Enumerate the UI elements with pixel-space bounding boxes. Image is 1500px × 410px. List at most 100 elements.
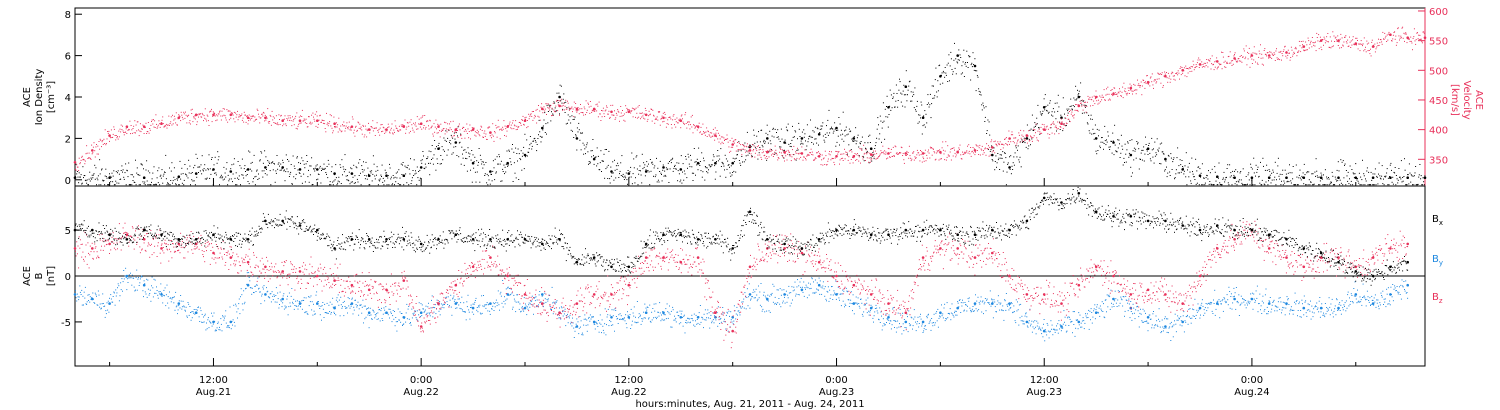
scatter-sample [1052, 115, 1054, 117]
scatter-sample [1317, 176, 1319, 178]
scatter-sample [112, 136, 114, 138]
scatter-sample [1374, 51, 1376, 53]
scatter-sample [951, 148, 953, 149]
scatter-sample [329, 121, 331, 123]
scatter-sample [1128, 156, 1130, 158]
scatter-sample [242, 309, 244, 311]
scatter-sample [380, 124, 382, 126]
scatter-sample [249, 117, 251, 119]
scatter-sample [850, 149, 852, 151]
scatter-sample [743, 145, 745, 146]
velocity-tick-label: 600 [1429, 7, 1448, 18]
scatter-sample [712, 159, 714, 161]
scatter-sample [103, 180, 105, 181]
scatter-sample [1156, 81, 1158, 83]
scatter-sample [835, 145, 837, 147]
scatter-sample [1364, 184, 1366, 186]
scatter-sample [963, 76, 965, 77]
scatter-sample [1262, 157, 1264, 159]
scatter-sample [541, 136, 543, 138]
scatter-sample [252, 181, 254, 183]
scatter-sample [1289, 172, 1291, 174]
data-point [731, 161, 734, 165]
data-point [887, 152, 890, 155]
scatter-sample [900, 146, 902, 148]
scatter-sample [901, 93, 903, 95]
scatter-sample [113, 291, 115, 293]
scatter-sample [1319, 36, 1321, 38]
scatter-sample [233, 304, 235, 306]
scatter-sample [1135, 157, 1137, 159]
scatter-sample [413, 131, 415, 133]
scatter-sample [420, 117, 422, 119]
scatter-sample [928, 152, 930, 154]
scatter-sample [269, 170, 271, 172]
scatter-sample [264, 294, 266, 296]
scatter-sample [882, 151, 884, 153]
scatter-sample [1357, 180, 1359, 182]
scatter-sample [1233, 55, 1235, 57]
scatter-sample [1310, 40, 1312, 42]
scatter-sample [270, 115, 272, 117]
scatter-sample [490, 131, 492, 133]
scatter-sample [426, 120, 428, 122]
scatter-sample [251, 287, 253, 289]
scatter-sample [190, 109, 192, 111]
scatter-sample [871, 158, 873, 160]
scatter-sample [178, 184, 180, 186]
scatter-sample [275, 172, 277, 174]
scatter-sample [1385, 35, 1387, 37]
scatter-sample [1268, 169, 1270, 171]
scatter-sample [956, 150, 958, 152]
scatter-sample [337, 131, 339, 133]
scatter-sample [265, 156, 267, 158]
data-point [1250, 54, 1254, 57]
scatter-sample [1049, 102, 1051, 104]
scatter-sample [931, 147, 933, 148]
scatter-sample [219, 111, 220, 113]
scatter-sample [916, 149, 918, 151]
scatter-sample [304, 122, 306, 124]
scatter-sample [294, 168, 296, 169]
scatter-sample [895, 100, 897, 102]
scatter-sample [1005, 184, 1007, 186]
data-point [766, 137, 769, 140]
scatter-sample [1163, 153, 1165, 155]
scatter-sample [517, 126, 519, 128]
scatter-sample [220, 323, 222, 325]
scatter-sample [555, 110, 557, 112]
scatter-sample [355, 126, 356, 128]
scatter-sample [1080, 82, 1082, 84]
scatter-sample [962, 61, 964, 63]
scatter-sample [225, 322, 227, 324]
scatter-sample [129, 277, 131, 279]
scatter-sample [1282, 51, 1284, 52]
scatter-sample [388, 184, 390, 186]
scatter-sample [310, 123, 312, 125]
scatter-sample [573, 118, 575, 120]
scatter-sample [509, 158, 511, 159]
scatter-sample [564, 112, 566, 113]
scatter-sample [612, 104, 614, 106]
scatter-sample [1238, 58, 1240, 59]
scatter-sample [749, 144, 751, 146]
scatter-sample [536, 108, 538, 110]
scatter-sample [139, 123, 141, 125]
scatter-sample [878, 156, 880, 157]
scatter-sample [562, 108, 564, 110]
scatter-sample [401, 174, 403, 175]
scatter-sample [927, 94, 929, 96]
scatter-sample [955, 73, 957, 75]
data-point [73, 293, 77, 296]
scatter-sample [1069, 111, 1070, 112]
scatter-sample [462, 128, 463, 129]
scatter-sample [1223, 171, 1225, 173]
scatter-sample [669, 161, 670, 162]
scatter-sample [1188, 67, 1190, 69]
data-point [1112, 92, 1115, 96]
scatter-sample [207, 115, 209, 117]
scatter-sample [245, 288, 246, 290]
scatter-sample [1267, 184, 1269, 186]
scatter-sample [1164, 169, 1166, 171]
scatter-sample [550, 104, 552, 106]
